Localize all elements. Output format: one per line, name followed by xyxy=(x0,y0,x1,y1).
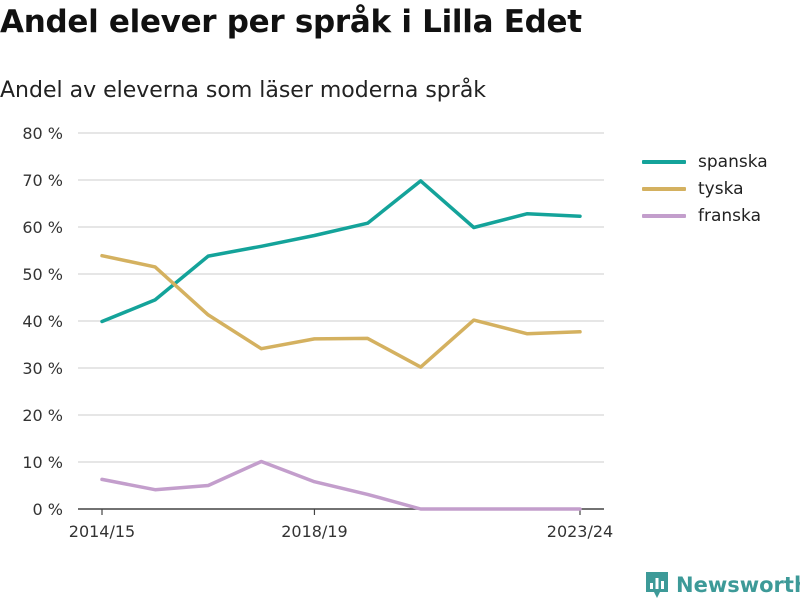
series-lines xyxy=(100,179,582,511)
legend-label-spanska: spanska xyxy=(698,151,768,172)
y-tick-label: 50 % xyxy=(22,265,63,284)
legend-label-tyska: tyska xyxy=(698,178,744,199)
legend-item-franska: franska xyxy=(642,202,768,229)
brand-logo: Newsworthy xyxy=(644,570,800,600)
y-tick-label: 30 % xyxy=(22,359,63,378)
series-line-franska xyxy=(100,459,582,511)
legend-swatch-franska xyxy=(642,213,686,218)
series-line-spanska xyxy=(100,179,582,324)
brand-name: Newsworthy xyxy=(676,573,800,597)
x-tick-label: 2018/19 xyxy=(281,522,347,541)
grid-lines xyxy=(78,132,604,463)
legend: spanska tyska franska xyxy=(642,148,768,229)
x-tick-label: 2014/15 xyxy=(69,522,135,541)
legend-label-franska: franska xyxy=(698,205,761,226)
legend-swatch-tyska xyxy=(642,186,686,191)
chart-subtitle: Andel av eleverna som läser moderna språ… xyxy=(0,78,487,103)
y-tick-label: 0 % xyxy=(33,500,63,519)
y-tick-label: 70 % xyxy=(22,171,63,190)
newsworthy-logo-icon xyxy=(646,572,668,598)
legend-item-spanska: spanska xyxy=(642,148,768,175)
y-tick-label: 80 % xyxy=(22,124,63,143)
chart-title: Andel elever per språk i Lilla Edet xyxy=(0,4,582,40)
x-tick-label: 2023/24 xyxy=(547,522,613,541)
y-tick-label: 60 % xyxy=(22,218,63,237)
y-tick-label: 10 % xyxy=(22,453,63,472)
legend-swatch-spanska xyxy=(642,159,686,164)
y-axis-ticks: 0 % 10 % 20 % 30 % 40 % 50 % 60 % 70 % 80 % xyxy=(22,124,63,519)
x-axis: 2014/15 2018/19 2023/24 xyxy=(69,508,613,541)
series-line-tyska xyxy=(100,253,582,369)
y-tick-label: 20 % xyxy=(22,406,63,425)
legend-item-tyska: tyska xyxy=(642,175,768,202)
y-tick-label: 40 % xyxy=(22,312,63,331)
